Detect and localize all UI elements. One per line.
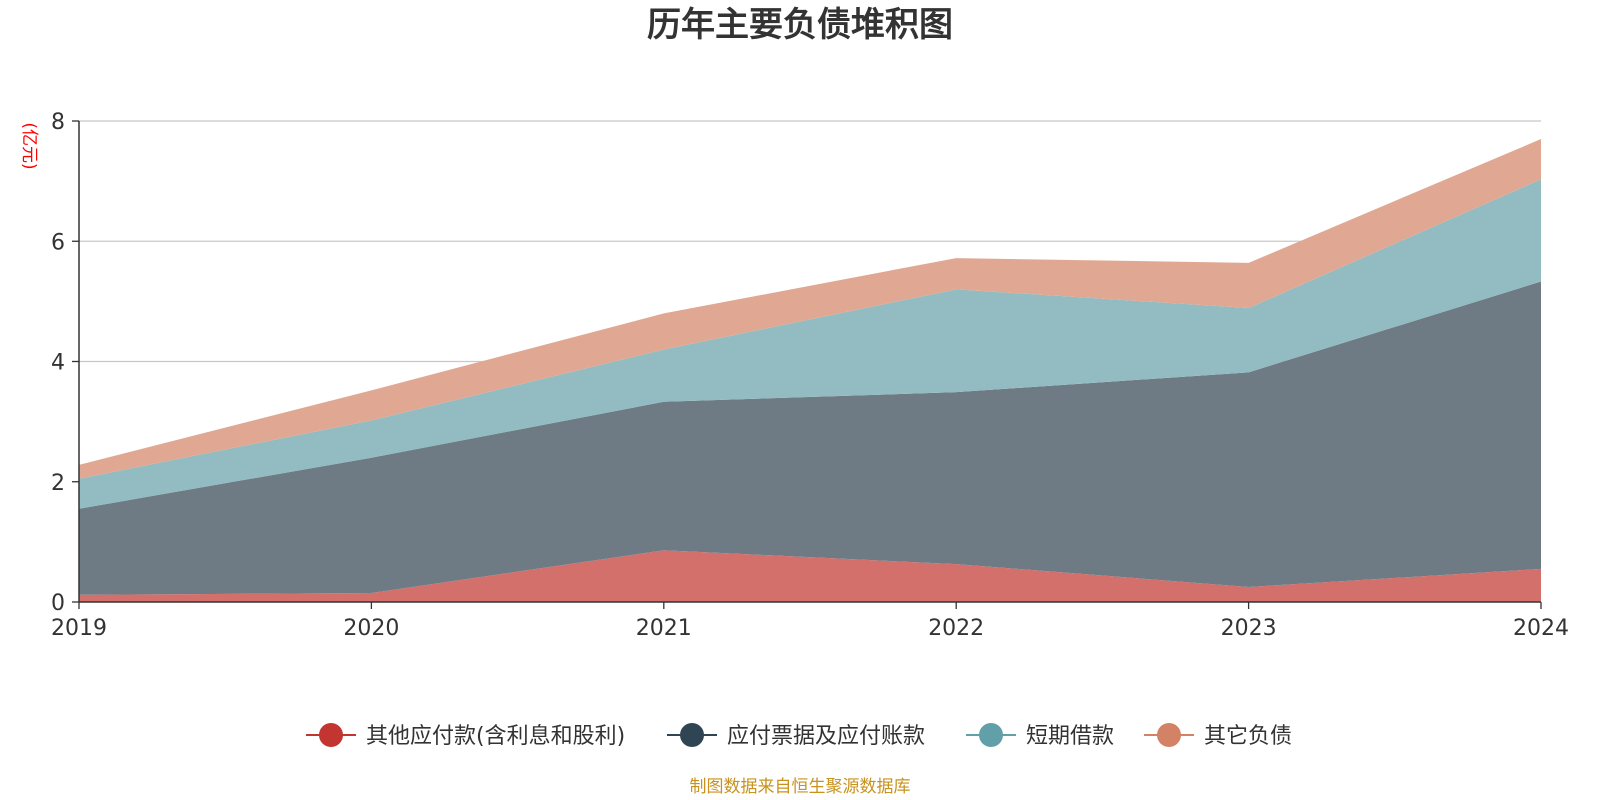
x-tick-label-2022: 2022 — [928, 616, 984, 641]
legend-label-3: 短期借款 — [1026, 724, 1114, 749]
data-source-note: 制图数据来自恒生聚源数据库 — [690, 777, 911, 797]
legend-marker-4 — [1157, 723, 1181, 747]
legend-label-4: 其它负债 — [1204, 724, 1292, 749]
stacked-areas — [79, 139, 1541, 602]
legend-marker-1 — [319, 723, 343, 747]
x-tick-label-2021: 2021 — [636, 616, 692, 641]
legend: 其他应付款(含利息和股利) 应付票据及应付账款 短期借款 其它负债 — [306, 723, 1292, 749]
legend-label-2: 应付票据及应付账款 — [727, 724, 925, 749]
chart-title: 历年主要负债堆积图 — [647, 5, 953, 45]
x-tick-label-2020: 2020 — [343, 616, 399, 641]
legend-item-1: 其他应付款(含利息和股利) — [306, 723, 625, 749]
y-tick-label-6: 6 — [51, 230, 65, 255]
legend-item-3: 短期借款 — [966, 723, 1114, 749]
area-series-2 — [79, 281, 1541, 595]
x-tick-label-2019: 2019 — [51, 616, 107, 641]
area-series-4 — [79, 139, 1541, 479]
x-tick-label-2024: 2024 — [1513, 616, 1569, 641]
legend-item-2: 应付票据及应付账款 — [667, 723, 925, 749]
y-tick-label-8: 8 — [51, 110, 65, 135]
legend-label-1: 其他应付款(含利息和股利) — [366, 724, 625, 749]
axes: 0 2 4 6 8 2019 2020 2021 2022 2023 2024 — [51, 110, 1569, 641]
y-axis-unit: (亿元) — [19, 122, 39, 169]
legend-marker-3 — [979, 723, 1003, 747]
legend-item-4: 其它负债 — [1144, 723, 1292, 749]
y-tick-label-2: 2 — [51, 471, 65, 496]
legend-marker-2 — [680, 723, 704, 747]
y-tick-label-0: 0 — [51, 591, 65, 616]
area-series-3 — [79, 179, 1541, 509]
area-series-1 — [79, 550, 1541, 602]
y-tick-label-4: 4 — [51, 351, 65, 376]
x-tick-label-2023: 2023 — [1221, 616, 1277, 641]
